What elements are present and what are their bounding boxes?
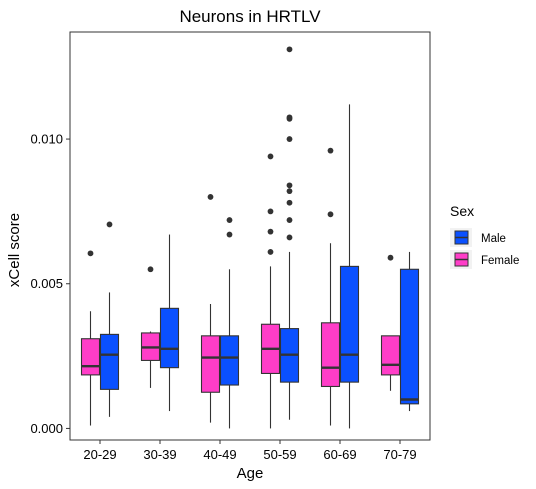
y-tick-label: 0.010	[30, 132, 63, 147]
box-iqr	[339, 265, 360, 383]
y-tick-label: 0.005	[30, 276, 63, 291]
outlier-point	[286, 199, 293, 206]
chart-title: Neurons in HRTLV	[179, 7, 321, 26]
box-female-30-39	[140, 266, 161, 388]
box-iqr	[200, 335, 221, 393]
outlier-point	[327, 211, 334, 218]
x-tick-label: 70-79	[383, 447, 416, 462]
legend: Sex Male Female	[450, 203, 519, 269]
box-male-30-39	[159, 234, 180, 412]
outlier-point	[267, 249, 274, 255]
plot-panel	[69, 31, 431, 441]
x-tick-label: 60-69	[323, 447, 356, 462]
box-female-70-79	[380, 254, 401, 391]
x-tick-label: 30-39	[143, 447, 176, 462]
outlier-point	[286, 46, 293, 53]
x-tick-label: 50-59	[263, 447, 296, 462]
outlier-point	[387, 254, 394, 261]
box-male-20-29	[99, 221, 120, 417]
box-iqr	[99, 333, 120, 390]
legend-label-male: Male	[481, 233, 506, 245]
legend-title: Sex	[450, 203, 474, 219]
outlier-point	[106, 221, 113, 228]
outlier-point	[226, 217, 233, 223]
box-iqr	[219, 335, 240, 386]
outlier-point	[286, 217, 293, 223]
x-axis: 20-29 30-39 40-49 50-59 60-69 70-79	[83, 440, 417, 462]
box-female-60-69	[320, 147, 341, 426]
box-iqr	[380, 335, 401, 376]
box-male-50-59	[279, 46, 300, 420]
outlier-point	[286, 182, 293, 189]
box-female-50-59	[260, 153, 281, 429]
outlier-point	[207, 194, 214, 200]
y-axis: 0.000 0.005 0.010	[30, 132, 70, 436]
outlier-point	[226, 231, 233, 238]
box-male-40-49	[219, 217, 240, 429]
box-female-20-29	[80, 250, 101, 426]
legend-label-female: Female	[481, 255, 519, 267]
y-tick-label: 0.000	[30, 421, 63, 436]
outlier-point	[267, 208, 274, 215]
outlier-point	[286, 234, 293, 241]
outlier-point	[147, 266, 154, 273]
box-iqr	[399, 268, 420, 405]
box-male-60-69	[339, 104, 360, 429]
y-axis-title: xCell score	[6, 213, 23, 287]
outlier-point	[286, 188, 293, 195]
box-iqr	[159, 307, 180, 369]
outlier-point	[286, 114, 293, 121]
outlier-point	[327, 147, 334, 154]
box-female-40-49	[200, 194, 221, 423]
outlier-point	[286, 136, 293, 142]
outlier-point	[267, 228, 274, 235]
box-iqr	[320, 322, 341, 388]
outlier-point	[267, 153, 274, 160]
box-iqr	[80, 338, 101, 376]
x-tick-label: 20-29	[83, 447, 116, 462]
x-axis-title: Age	[237, 465, 264, 482]
outlier-point	[87, 250, 94, 257]
x-tick-label: 40-49	[203, 447, 236, 462]
boxes-layer	[80, 46, 420, 429]
box-male-70-79	[399, 251, 420, 412]
